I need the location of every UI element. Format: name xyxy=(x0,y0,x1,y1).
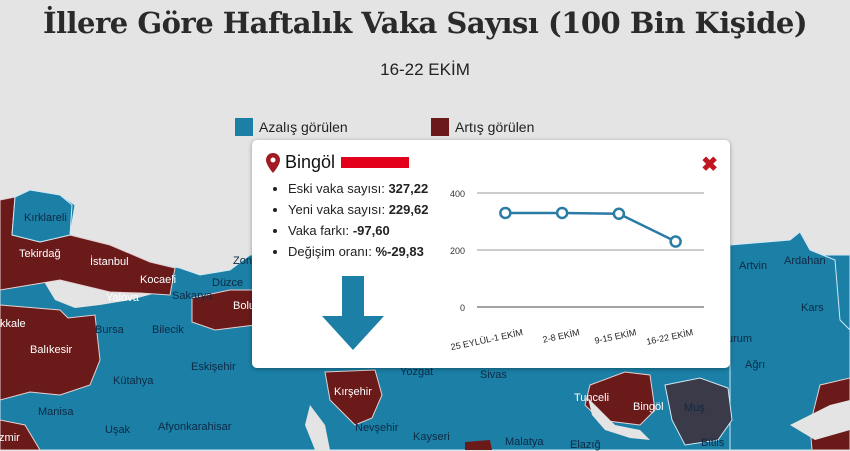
data-point[interactable] xyxy=(555,206,569,220)
province-label[interactable]: Kırklareli xyxy=(24,212,67,224)
province-label[interactable]: Yozgat xyxy=(400,366,434,378)
province-label[interactable]: Bilecik xyxy=(152,324,184,336)
province-popup: Bingöl ✖ Eski vaka sayısı: 327,22 Yeni v… xyxy=(252,140,730,368)
lake-van xyxy=(790,400,850,440)
close-x-icon[interactable]: ✖ xyxy=(701,154,718,176)
popup-province-name: Bingöl xyxy=(285,152,336,172)
province-label[interactable]: Uşak xyxy=(105,424,131,436)
x-tick-label: 16-22 EKİM xyxy=(645,327,694,347)
province-label[interactable]: Tekirdağ xyxy=(19,248,61,260)
province-label[interactable]: Elazığ xyxy=(570,439,601,451)
province-label[interactable]: Kayseri xyxy=(413,431,450,443)
stat-change-rate: Değişim oranı: %-29,83 xyxy=(288,241,428,262)
province-label[interactable]: İzmir xyxy=(0,432,20,444)
legend-label-increase: Artış görülen xyxy=(455,119,535,135)
province-label[interactable]: urum xyxy=(727,333,753,345)
province-label[interactable]: Kırşehir xyxy=(334,386,372,398)
page-title: İllere Göre Haftalık Vaka Sayısı (100 Bi… xyxy=(42,6,808,40)
data-point[interactable] xyxy=(669,235,682,248)
stats-list: Eski vaka sayısı: 327,22 Yeni vaka sayıs… xyxy=(258,178,428,262)
data-point[interactable] xyxy=(612,207,626,220)
province-malatya-south[interactable] xyxy=(465,440,492,450)
province-label[interactable]: İstanbul xyxy=(90,256,129,268)
tuz-lake xyxy=(305,405,330,450)
province-label[interactable]: Ağrı xyxy=(745,359,766,371)
province-label[interactable]: Malatya xyxy=(505,436,544,448)
province-label[interactable]: Eskişehir xyxy=(191,361,236,373)
province-kirklareli[interactable] xyxy=(11,189,73,243)
series-line xyxy=(505,211,677,243)
province-label[interactable]: Sivas xyxy=(480,369,507,381)
province-label[interactable]: Nevşehir xyxy=(355,422,399,434)
province-label[interactable]: Ardahan xyxy=(784,255,826,267)
province-label[interactable]: Tunceli xyxy=(574,392,610,404)
trend-line-chart: 0 200 400 25 EYLÜL-1 EKİM 2-8 EKİM 9-15 EKİM 1… xyxy=(450,189,704,352)
province-label[interactable]: Kars xyxy=(801,302,824,314)
province-label[interactable]: Bolu xyxy=(233,300,256,312)
province-label[interactable]: Bursa xyxy=(95,324,124,336)
legend-swatch-decrease xyxy=(235,118,253,136)
y-tick-label: 400 xyxy=(450,189,465,199)
province-label[interactable]: Zong xyxy=(233,255,259,267)
province-label[interactable]: Düzce xyxy=(212,277,244,289)
province-label[interactable]: Balıkesir xyxy=(30,344,73,356)
data-point[interactable] xyxy=(499,206,512,220)
province-label[interactable]: Afyonkarahisar xyxy=(158,421,232,433)
legend-swatch-increase xyxy=(431,118,449,136)
y-tick-label: 200 xyxy=(450,246,465,256)
province-label[interactable]: Sakarya xyxy=(172,290,213,302)
legend-increase: Artış görülen xyxy=(431,118,534,136)
province-balikesir-canakkale[interactable] xyxy=(0,304,101,401)
province-izmir[interactable] xyxy=(0,419,41,450)
province-label[interactable]: kkale xyxy=(0,318,26,330)
legend-decrease: Azalış görülen xyxy=(235,118,348,136)
province-kirsehir[interactable] xyxy=(324,369,383,426)
popup-title: Bingöl xyxy=(266,152,410,173)
y-tick-label: 0 xyxy=(460,303,465,313)
stat-difference: Vaka farkı: -97,60 xyxy=(288,220,428,241)
province-label[interactable]: Muş xyxy=(684,402,705,414)
status-bar xyxy=(341,157,410,168)
province-label[interactable]: Manisa xyxy=(38,406,74,418)
province-label[interactable]: Bitlis xyxy=(701,437,725,449)
map-pin-icon xyxy=(266,152,280,173)
province-bingol[interactable] xyxy=(664,377,733,446)
province-label[interactable]: Bingöl xyxy=(633,401,664,413)
province-label[interactable]: Artvin xyxy=(739,260,768,272)
province-tunceli[interactable] xyxy=(584,371,656,426)
province-label[interactable]: Kocaeli xyxy=(140,274,177,286)
date-range-subtitle: 16-22 EKİM xyxy=(380,60,470,79)
province-label[interactable]: Yalova xyxy=(106,292,139,304)
arrow-down-icon xyxy=(322,276,384,350)
x-tick-label: 25 EYLÜL-1 EKİM xyxy=(450,327,524,352)
x-tick-label: 2-8 EKİM xyxy=(542,327,581,345)
province-label[interactable]: Kütahya xyxy=(113,375,154,387)
x-tick-label: 9-15 EKİM xyxy=(594,327,638,346)
stat-old-cases: Eski vaka sayısı: 327,22 xyxy=(288,178,428,199)
keban-lake xyxy=(588,398,650,440)
legend-label-decrease: Azalış görülen xyxy=(259,119,348,135)
stat-new-cases: Yeni vaka sayısı: 229,62 xyxy=(288,199,428,220)
